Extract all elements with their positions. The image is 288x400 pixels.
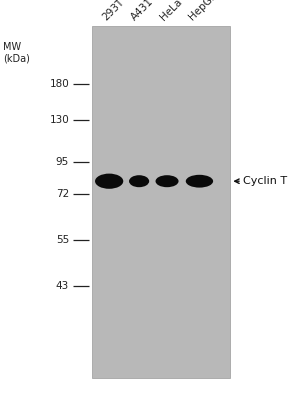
Text: A431: A431 [130,0,156,22]
Text: 130: 130 [49,115,69,125]
Text: HepG2: HepG2 [187,0,219,22]
Ellipse shape [186,175,213,188]
Text: 293T: 293T [101,0,126,22]
Text: 55: 55 [56,235,69,245]
Bar [92,26,230,378]
Text: 95: 95 [56,157,69,167]
Text: 72: 72 [56,189,69,199]
Text: Cyclin T1: Cyclin T1 [243,176,288,186]
Ellipse shape [95,174,123,189]
Ellipse shape [156,175,179,187]
Text: HeLa: HeLa [158,0,184,22]
Text: MW
(kDa): MW (kDa) [3,42,30,64]
Ellipse shape [129,175,149,187]
Text: 180: 180 [49,79,69,89]
Text: 43: 43 [56,281,69,291]
